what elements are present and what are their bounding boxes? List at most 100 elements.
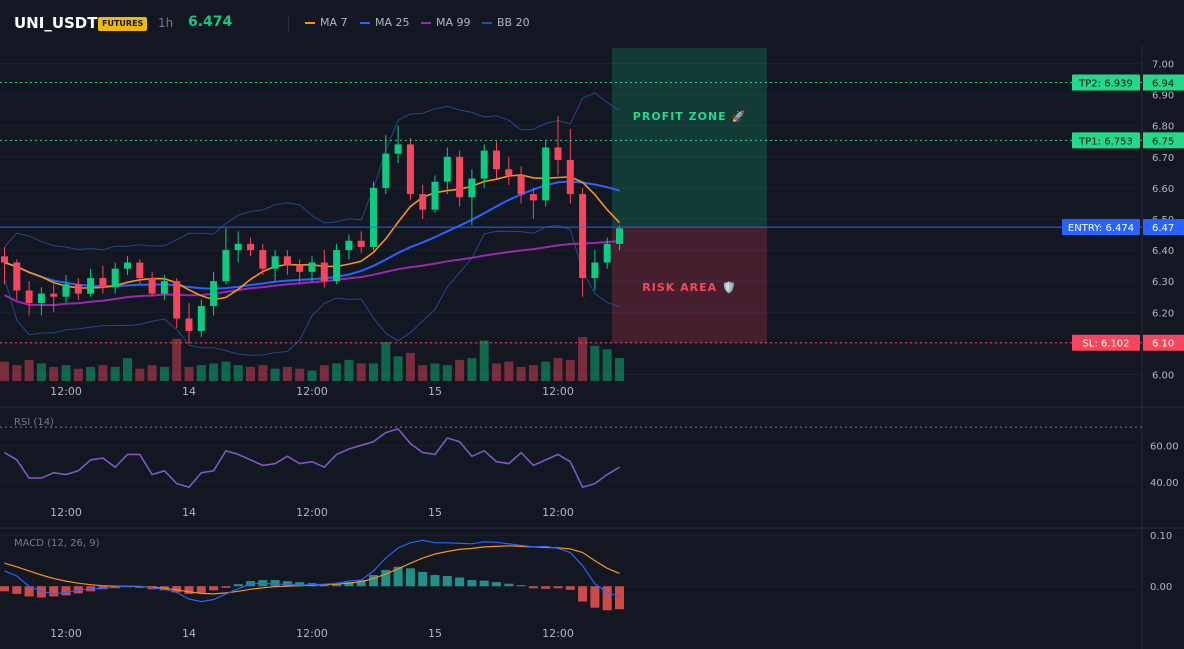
macd-hist-bar xyxy=(492,582,501,587)
candle-body xyxy=(480,150,488,179)
time-tick-label: 14 xyxy=(182,627,196,640)
level-tag-tp2 xyxy=(1072,74,1140,91)
legend-label-ma7: MA 7 xyxy=(320,16,348,29)
macd-hist-bar xyxy=(615,586,624,610)
level-tag-tp1 xyxy=(1072,132,1140,149)
price-tick-label: 7.00 xyxy=(1152,60,1174,71)
bb-upper-line xyxy=(4,92,620,251)
volume-bar xyxy=(418,365,428,381)
candle-body xyxy=(74,284,82,294)
candle-body xyxy=(99,278,107,288)
macd-hist-bar xyxy=(270,580,280,587)
volume-bar xyxy=(172,338,182,381)
volume-bar xyxy=(430,363,440,381)
macd-hist-bar xyxy=(405,568,415,587)
candle-body xyxy=(124,262,131,269)
level-label-sl: SL: 6.102 xyxy=(1082,339,1129,350)
legend-ma7[interactable]: MA 7 xyxy=(305,16,348,29)
macd-hist-bar xyxy=(233,584,243,587)
macd-hist-bar xyxy=(381,569,391,587)
volume-bar xyxy=(553,358,563,381)
volume-bar xyxy=(565,359,575,381)
candle-body xyxy=(406,144,414,195)
volume-bar xyxy=(602,349,612,381)
macd-hist-bar xyxy=(430,574,440,587)
legend-swatch-ma25 xyxy=(360,21,370,24)
volume-bar xyxy=(295,368,305,381)
macd-hist-bar xyxy=(455,577,465,587)
macd-label: MACD (12, 26, 9) xyxy=(14,538,100,549)
volume-bar xyxy=(504,361,514,381)
volume-bar xyxy=(442,365,452,381)
candle-body xyxy=(357,240,365,247)
volume-bar xyxy=(369,363,378,381)
volume-bar xyxy=(36,363,46,381)
macd-hist-bar xyxy=(332,583,342,587)
level-label-entry: ENTRY: 6.474 xyxy=(1068,223,1134,234)
time-tick-label: 14 xyxy=(182,385,196,398)
level-label-tp2: TP2: 6.939 xyxy=(1078,79,1133,90)
bb-lower-line xyxy=(4,224,620,356)
candle-body xyxy=(542,147,550,201)
candle-body xyxy=(579,194,587,279)
macd-hist-bar xyxy=(528,586,538,589)
macd-hist-bar xyxy=(356,580,366,587)
volume-bar xyxy=(110,366,120,381)
time-tick-label: 12:00 xyxy=(50,506,82,519)
candle-body xyxy=(37,293,45,303)
volume-bar xyxy=(578,337,588,381)
price-tick-label: 6.60 xyxy=(1152,184,1174,195)
legend-ma99[interactable]: MA 99 xyxy=(421,16,471,29)
volume-bar xyxy=(258,365,268,381)
candle-body xyxy=(591,262,599,279)
price-tick-label: 6.80 xyxy=(1152,122,1174,133)
level-axis-tag-entry xyxy=(1143,219,1184,236)
macd-hist-bar xyxy=(61,586,71,596)
level-tag-sl xyxy=(1072,334,1140,351)
level-axis-value-tp1: 6.75 xyxy=(1152,136,1174,147)
futures-badge: FUTURES xyxy=(98,17,148,31)
candle-body xyxy=(616,228,623,244)
volume-bar xyxy=(73,368,83,381)
volume-bar xyxy=(615,358,624,381)
candle-body xyxy=(111,268,119,288)
header-divider xyxy=(288,16,289,32)
macd-hist-bar xyxy=(418,571,428,587)
price-tick-label: 6.90 xyxy=(1152,91,1174,102)
macd-hist-bar xyxy=(12,586,22,594)
volume-bar xyxy=(49,366,59,381)
volume-bar xyxy=(356,363,366,381)
macd-hist-bar xyxy=(516,585,526,587)
volume-bar xyxy=(282,366,292,381)
volume-bar xyxy=(344,359,354,381)
volume-bar xyxy=(24,359,34,381)
candle-body xyxy=(468,178,476,198)
candle-body xyxy=(382,153,390,188)
level-tag-entry xyxy=(1062,219,1140,236)
volume-bar xyxy=(479,340,489,381)
volume-bar xyxy=(541,361,551,381)
timeframe-label[interactable]: 1h xyxy=(158,16,174,30)
level-axis-value-entry: 6.47 xyxy=(1152,223,1174,234)
volume-bar xyxy=(159,366,169,381)
candle-body xyxy=(160,281,168,294)
volume-bar xyxy=(516,366,526,381)
volume-bar xyxy=(332,363,342,381)
volume-bar xyxy=(393,356,403,381)
time-tick-label: 12:00 xyxy=(542,506,574,519)
candle-body xyxy=(370,187,377,247)
time-tick-label: 15 xyxy=(428,385,442,398)
candle-body xyxy=(554,147,562,160)
symbol-title[interactable]: UNI_USDT xyxy=(14,14,98,32)
macd-hist-bar xyxy=(602,586,612,611)
legend-ma25[interactable]: MA 25 xyxy=(360,16,410,29)
legend-bb20[interactable]: BB 20 xyxy=(482,16,530,29)
macd-hist-bar xyxy=(196,586,206,593)
time-tick-label: 15 xyxy=(428,506,442,519)
volume-bar xyxy=(455,359,465,381)
macd-hist-bar xyxy=(467,580,477,587)
risk-area-label: RISK AREA 🛡️ xyxy=(642,281,736,294)
volume-bar xyxy=(307,370,317,381)
volume-bar xyxy=(61,365,71,381)
